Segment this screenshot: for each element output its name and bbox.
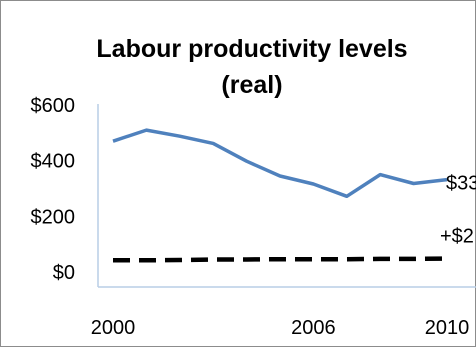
x-tick-label: 2006 (291, 317, 336, 339)
x-tick-label: 2000 (91, 317, 136, 339)
chart-title-line-1: Labour productivity levels (96, 35, 407, 63)
y-tick-label: $0 (53, 262, 75, 284)
y-tick-label: $400 (31, 151, 76, 173)
series-end-label: +$2 (440, 226, 474, 248)
x-tick-label: 2010 (425, 317, 470, 339)
dashed-series-line (113, 256, 448, 263)
y-tick-label: $600 (31, 95, 76, 117)
y-tick-label: $200 (31, 206, 76, 228)
series-end-label: $33 (446, 173, 476, 195)
chart-title-line-2: (real) (221, 71, 282, 99)
solid-series-line (112, 128, 448, 199)
